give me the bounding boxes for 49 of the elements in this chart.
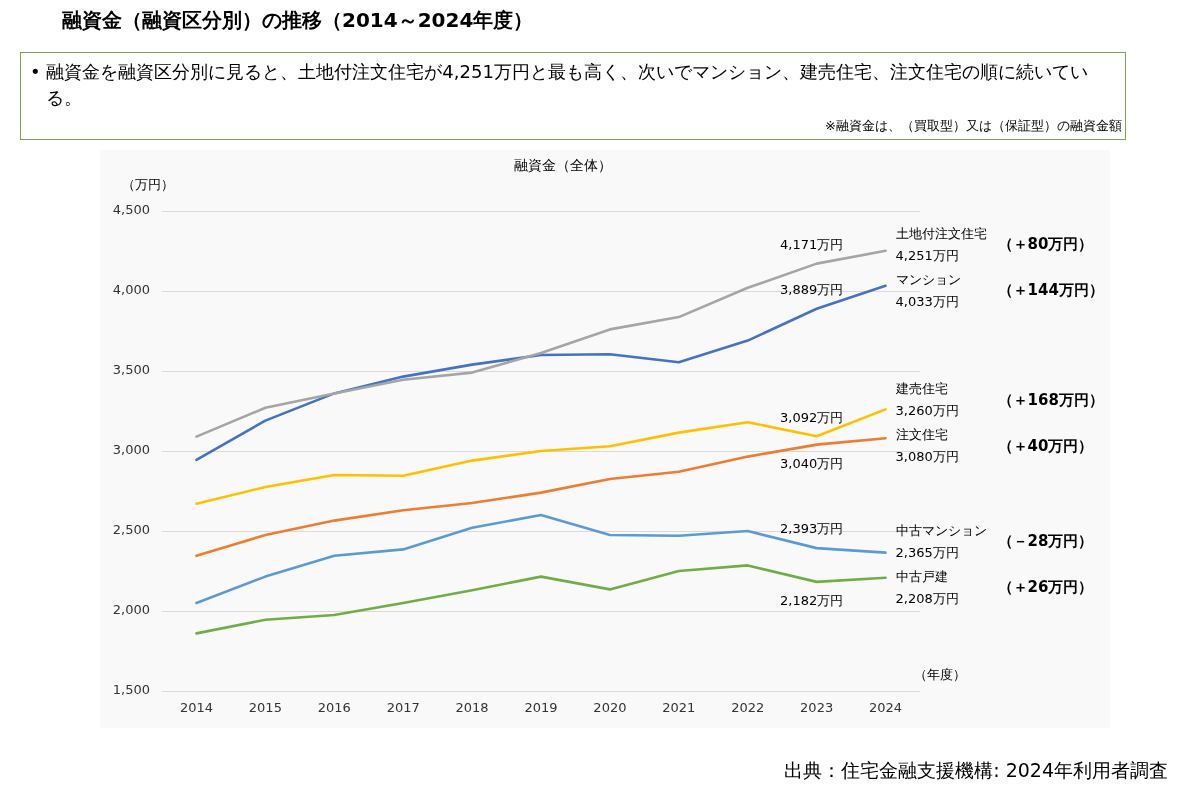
chart-subtitle: • 融資金を融資区分別に見ると、土地付注文住宅が4,251万円と最も高く、次いでマンション、建売住宅、注文住宅の順に続いている。: [30, 60, 1089, 110]
y-tick-label: 2,000: [112, 602, 150, 618]
text: （＋168万円）: [997, 390, 1104, 409]
x-tick-label: 2021: [662, 700, 696, 716]
x-tick-label: 2020: [593, 700, 627, 716]
x-tick-label: 2017: [386, 700, 420, 716]
x-tick-label: 2022: [731, 700, 765, 716]
x-tick-label: 2023: [800, 700, 834, 716]
data-label: 2,365万円: [895, 544, 959, 560]
text: 融資金（全体）: [513, 157, 613, 175]
text: （－28万円）: [997, 532, 1094, 551]
x-axis-title: （年度）: [914, 667, 966, 683]
y-tick-label: 3,000: [112, 442, 150, 458]
series-label: マンション: [895, 271, 961, 287]
data-label: 3,040万円: [780, 455, 844, 471]
text: （＋40万円）: [997, 436, 1094, 455]
x-tick-label: 2016: [317, 700, 351, 716]
y-tick-label: 1,500: [112, 682, 150, 698]
x-tick-label: 2014: [179, 700, 213, 716]
x-tick-label: 2019: [524, 700, 558, 716]
data-label: 3,889万円: [780, 282, 844, 298]
x-tick-label: 2024: [869, 700, 903, 716]
series-label: 中古戸建: [895, 568, 948, 584]
series-label: 建売住宅: [894, 381, 948, 397]
y-tick-label: 4,500: [112, 202, 150, 218]
y-tick-label: 4,000: [112, 282, 150, 298]
data-label: 2,208万円: [895, 590, 959, 606]
text: （＋144万円）: [997, 281, 1104, 300]
text: （＋80万円）: [997, 235, 1094, 254]
data-label: 2,393万円: [780, 521, 844, 537]
data-label: 4,171万円: [780, 237, 844, 253]
text: （＋26万円）: [997, 578, 1094, 597]
chart-title: 融資金（融資区分別）の推移（2014～2024年度）: [62, 7, 534, 34]
y-tick-label: 2,500: [112, 522, 150, 538]
x-tick-label: 2018: [455, 700, 489, 716]
series-label: 中古マンション: [895, 522, 987, 538]
data-label: 4,033万円: [895, 293, 959, 309]
text: ※融資金は、（買取型）又は（保証型）の融資金額: [825, 117, 1122, 135]
y-tick-label: 3,500: [112, 362, 150, 378]
series-label: 土地付注文住宅: [895, 225, 987, 241]
data-label: 2,182万円: [780, 593, 844, 609]
data-label: 4,251万円: [895, 247, 959, 263]
data-label: 3,260万円: [895, 403, 959, 419]
y-axis-title: （万円）: [122, 177, 174, 193]
data-label: 3,080万円: [895, 449, 959, 465]
x-tick-label: 2015: [248, 700, 282, 716]
series-label: 注文住宅: [895, 427, 948, 443]
source-note: 出典：住宅金融支援機構: 2024年利用者調査: [784, 758, 1168, 783]
data-label: 3,092万円: [780, 409, 844, 425]
